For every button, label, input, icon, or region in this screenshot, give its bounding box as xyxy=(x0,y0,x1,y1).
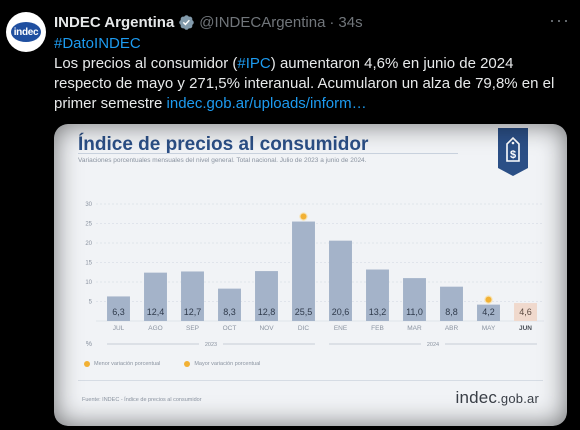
bar-mar xyxy=(403,278,426,321)
value-label: 11,0 xyxy=(406,307,423,317)
price-tag-icon: $ xyxy=(498,128,528,176)
bar-may xyxy=(477,304,500,321)
title-divider xyxy=(78,153,458,154)
legend-min-label: Menor variación porcentual xyxy=(94,361,161,367)
value-label: 13,2 xyxy=(369,307,387,317)
more-options-icon[interactable]: ··· xyxy=(549,10,570,30)
legend-max-marker xyxy=(184,361,191,367)
x-tick-label: SEP xyxy=(186,325,199,332)
bar-ene xyxy=(329,240,352,321)
bar-ago xyxy=(144,272,167,321)
y-unit-label: % xyxy=(86,341,92,348)
x-tick-label: OCT xyxy=(223,325,237,332)
year-label: 2024 xyxy=(427,342,439,348)
value-label: 20,6 xyxy=(332,307,350,317)
min-marker xyxy=(484,295,493,304)
x-tick-label: AGO xyxy=(148,325,162,332)
bar-chart: 5 10 15 20 25 30% 6,3 JUL 12,4 AGO 12,7 SEP 8,3 OCT 12… xyxy=(85,202,544,348)
legend-min-marker xyxy=(84,361,90,367)
tweet-text-part2: ) aumentaron 4,6% en junio de 2024 respe… xyxy=(54,55,555,112)
chart-legend: Menor variación porcentual Mayor variaci… xyxy=(84,361,284,367)
avatar-logo: indec xyxy=(11,22,41,42)
svg-text:$: $ xyxy=(510,149,516,161)
bar-jul xyxy=(107,296,130,321)
legend-item-min: Menor variación porcentual xyxy=(84,361,160,367)
legend-item-max: Mayor variación porcentual xyxy=(184,361,260,367)
bar-jun xyxy=(514,303,537,321)
indec-logo: indec.gob.ar xyxy=(455,388,539,408)
media-card[interactable]: Índice de precios al consumidor Variacio… xyxy=(54,124,567,426)
bar-oct xyxy=(218,288,241,321)
chart-title: Índice de precios al consumidor xyxy=(78,134,369,155)
hashtag-link[interactable]: #DatoINDEC xyxy=(54,35,141,52)
value-label: 4,2 xyxy=(482,307,495,317)
value-label: 6,3 xyxy=(112,307,125,317)
x-tick-label: ABR xyxy=(445,325,459,332)
x-tick-label: MAY xyxy=(482,325,496,332)
source-note: Fuente: INDEC - Índice de precios al con… xyxy=(82,397,202,403)
value-label: 8,8 xyxy=(445,307,458,317)
author-handle[interactable]: @INDECArgentina xyxy=(199,13,326,31)
x-tick-label: ENE xyxy=(334,325,348,332)
logo-main: indec xyxy=(455,388,498,407)
verified-badge-icon xyxy=(179,14,195,30)
y-tick-label: 25 xyxy=(85,222,92,228)
tweet-header: INDEC Argentina @INDECArgentina · 34s xyxy=(54,13,363,31)
bar-dic xyxy=(292,221,315,321)
value-label: 12,4 xyxy=(147,307,165,317)
bar-nov xyxy=(255,271,278,321)
separator: · xyxy=(329,13,335,31)
footer-divider xyxy=(78,380,543,381)
x-tick-label: JUL xyxy=(113,325,125,332)
author-name[interactable]: INDEC Argentina xyxy=(54,13,175,31)
x-tick-label: DIC xyxy=(298,325,310,332)
y-tick-label: 10 xyxy=(85,280,92,286)
bar-abr xyxy=(440,286,463,321)
hashtag-ipc-link[interactable]: #IPC xyxy=(237,55,271,72)
avatar[interactable]: indec xyxy=(6,12,46,52)
y-tick-label: 5 xyxy=(89,300,93,306)
value-label: 4,6 xyxy=(519,307,532,317)
tweet-text: #DatoINDEC Los precios al consumidor (#I… xyxy=(54,34,569,114)
value-label: 12,8 xyxy=(258,307,276,317)
logo-domain: .gob.ar xyxy=(497,391,539,406)
value-label: 12,7 xyxy=(184,307,202,317)
x-tick-label: JUN xyxy=(519,325,532,332)
year-label: 2023 xyxy=(205,342,217,348)
x-tick-label: NOV xyxy=(259,325,274,332)
y-tick-label: 20 xyxy=(85,241,92,247)
tweet-text-part1: Los precios al consumidor ( xyxy=(54,55,238,72)
value-label: 8,3 xyxy=(223,307,236,317)
x-tick-label: FEB xyxy=(371,325,384,332)
timestamp[interactable]: 34s xyxy=(338,13,363,31)
bar-feb xyxy=(366,269,389,321)
value-label: 25,5 xyxy=(295,307,313,317)
x-tick-label: MAR xyxy=(407,325,422,332)
max-marker xyxy=(299,212,308,221)
y-tick-label: 30 xyxy=(85,202,92,208)
report-link[interactable]: indec.gob.ar/uploads/inform… xyxy=(166,95,367,112)
chart-subtitle: Variaciones porcentuales mensuales del n… xyxy=(78,157,367,164)
bar-sep xyxy=(181,271,204,321)
legend-max-label: Mayor variación porcentual xyxy=(194,361,261,367)
y-tick-label: 15 xyxy=(85,261,92,267)
